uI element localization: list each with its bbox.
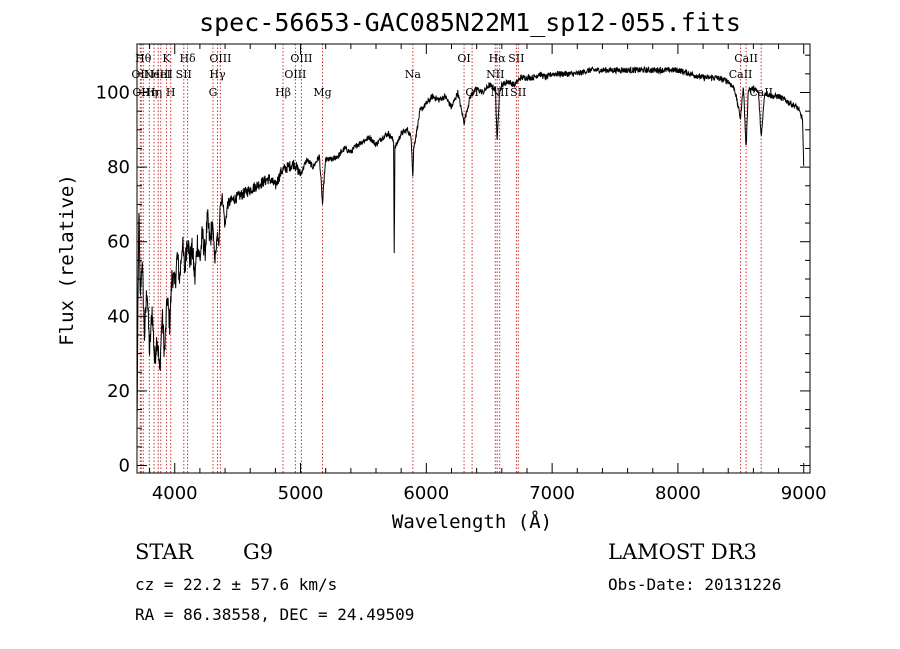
- line-label: Hβ: [275, 86, 291, 99]
- redshift-text: cz = 22.2 ± 57.6 km/s: [135, 575, 338, 594]
- x-tick-label: 7000: [529, 483, 575, 504]
- line-label: OIII: [284, 68, 306, 81]
- ticks-layer: 4000 5000 6000 7000 8000 9000 0 20 40 60 80 100: [96, 44, 827, 504]
- line-label: OII: [131, 68, 149, 81]
- line-label: OII: [132, 86, 150, 99]
- line-label: K: [162, 52, 171, 65]
- line-label: NII: [491, 86, 509, 99]
- object-class: STAR: [135, 540, 194, 564]
- x-tick-label: 5000: [278, 483, 324, 504]
- line-label: Hγ: [209, 68, 226, 81]
- line-label: Na: [405, 68, 422, 81]
- line-labels-layer: OIIOIIHθHηHηNeIIIHeIKHSIIHδGHγOIIIHβOIII…: [131, 52, 773, 99]
- plot-frame: [136, 43, 811, 474]
- line-label: H: [166, 86, 176, 99]
- line-label: CaII: [729, 68, 753, 81]
- spectrum-line: [136, 65, 805, 425]
- line-label: OIII: [209, 52, 231, 65]
- line-label: Hδ: [179, 52, 196, 65]
- coordinates-text: RA = 86.38558, DEC = 24.49509: [135, 605, 415, 624]
- line-label: Hη: [146, 86, 162, 99]
- x-tick-label: 9000: [781, 483, 827, 504]
- y-axis-label: Flux (relative): [56, 174, 78, 346]
- x-axis-label: Wavelength (Å): [392, 510, 552, 533]
- spectrum-chart: 4000 5000 6000 7000 8000 9000 0 20 40 60 80 100 OII…: [56, 43, 827, 533]
- line-label: SII: [510, 86, 526, 99]
- chart-title: spec-56653-GAC085N22M1_sp12-055.fits: [199, 8, 741, 37]
- line-label: OI: [457, 52, 470, 65]
- line-label: CaII: [734, 52, 758, 65]
- line-label: Hα: [489, 52, 507, 65]
- line-label: Mg: [313, 86, 331, 99]
- line-label: Hθ: [135, 52, 152, 65]
- y-tick-label: 20: [107, 381, 130, 402]
- x-tick-label: 6000: [403, 483, 449, 504]
- y-tick-label: 80: [107, 157, 130, 178]
- line-label: SII: [508, 52, 524, 65]
- line-label: CaII: [749, 86, 773, 99]
- line-label: SII: [176, 68, 192, 81]
- y-tick-label: 40: [107, 306, 130, 327]
- line-label: OI: [465, 86, 478, 99]
- line-label: OIII: [290, 52, 312, 65]
- x-tick-label: 8000: [655, 483, 701, 504]
- line-label: G: [209, 86, 218, 99]
- object-subclass: G9: [243, 540, 274, 564]
- survey-name: LAMOST DR3: [608, 540, 757, 564]
- line-label: NeIII: [144, 68, 173, 81]
- line-label: HeI: [151, 68, 171, 81]
- y-tick-label: 0: [119, 456, 130, 477]
- y-tick-label: 100: [96, 82, 130, 103]
- line-label: Hη: [141, 86, 157, 99]
- x-tick-label: 4000: [152, 483, 198, 504]
- obs-date: Obs-Date: 20131226: [608, 575, 782, 594]
- line-label: NII: [486, 68, 504, 81]
- spectrum-layer: [136, 65, 805, 425]
- y-tick-label: 60: [107, 232, 130, 253]
